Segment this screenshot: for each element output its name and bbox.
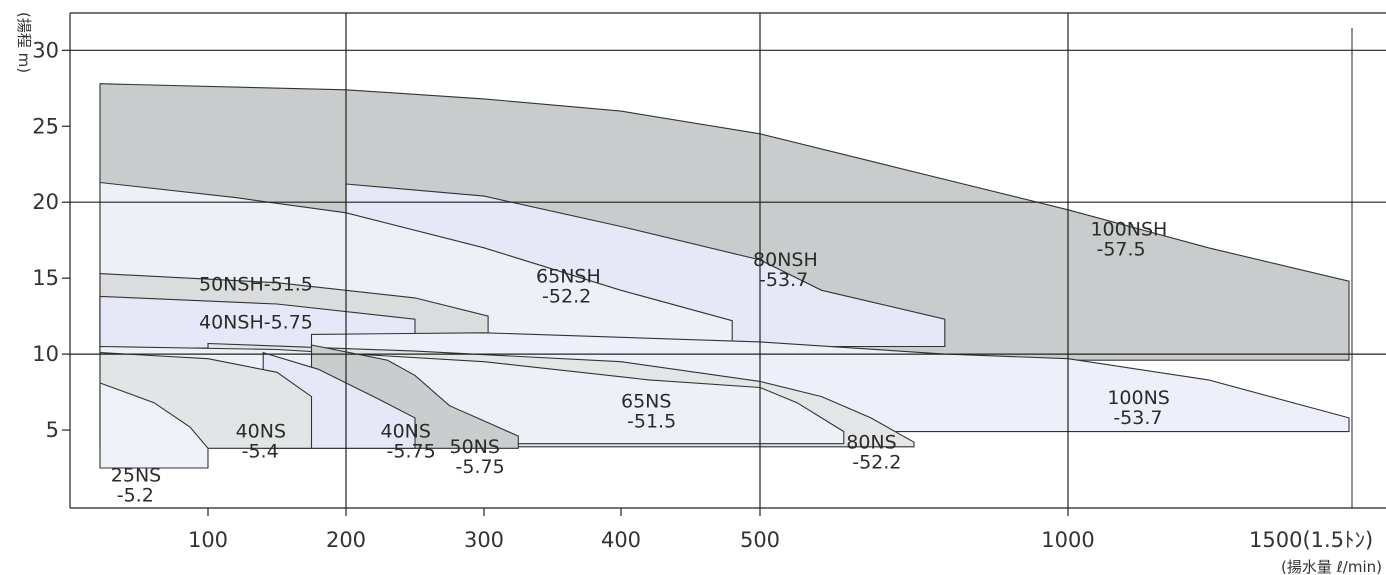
x-tick-label: 100 xyxy=(188,528,228,552)
region-label: 80NS -52.2 xyxy=(846,431,901,473)
x-tick-label: 300 xyxy=(464,528,504,552)
region-label: 50NS -5.75 xyxy=(450,436,505,478)
region-label: 65NS -51.5 xyxy=(621,390,676,432)
operating-regions xyxy=(99,83,1350,469)
y-tick-label: 15 xyxy=(32,266,59,290)
y-tick-label: 5 xyxy=(46,418,59,442)
region-25ns-11 xyxy=(99,382,209,469)
region-label: 25NS -5.2 xyxy=(111,465,161,507)
axis-titles: (揚程 m) (揚水量 ℓ/min) xyxy=(15,12,1382,575)
grid-lines xyxy=(70,13,1386,508)
region-label: 50NSH-51.5 xyxy=(199,273,313,295)
region-label: 40NS -5.4 xyxy=(236,421,286,463)
y-axis-title: (揚程 m) xyxy=(15,12,33,73)
x-tick-label: 1500(1.5ﾄﾝ) xyxy=(1249,528,1373,552)
y-tick-label: 20 xyxy=(32,190,59,214)
x-tick-label: 500 xyxy=(740,528,780,552)
region-label: 40NS -5.75 xyxy=(381,421,436,463)
x-tick-label: 1000 xyxy=(1041,528,1094,552)
region-label: 100NSH -57.5 xyxy=(1090,219,1167,261)
y-tick-label: 25 xyxy=(32,114,59,138)
x-tick-label: 400 xyxy=(601,528,641,552)
region-labels: 100NSH -57.5 80NSH -53.7 65NSH -52.2 50NSH-51.… xyxy=(111,219,1170,507)
region-label: 65NSH -52.2 xyxy=(536,266,601,308)
x-axis-title: (揚水量 ℓ/min) xyxy=(1281,558,1382,575)
plot-frame xyxy=(69,12,1386,509)
y-tick-label: 10 xyxy=(32,342,59,366)
y-tick-label: 30 xyxy=(32,38,59,62)
region-label: 80NSH -53.7 xyxy=(753,249,818,291)
region-label: 40NSH-5.75 xyxy=(199,311,313,333)
axis-ticks: 5 10 15 20 25 30 100 200 300 400 500 1000 1500(1.5ﾄﾝ… xyxy=(32,38,1373,552)
x-tick-label: 200 xyxy=(326,528,366,552)
region-label: 100NS -53.7 xyxy=(1107,387,1170,429)
